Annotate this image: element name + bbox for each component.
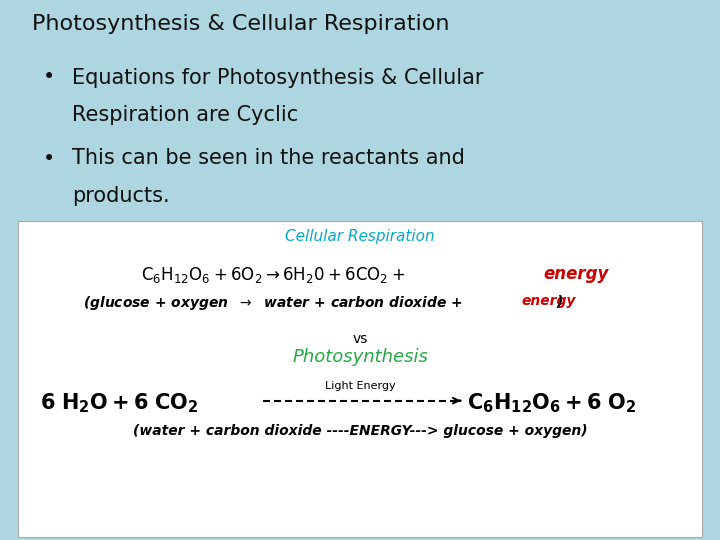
Text: •: • [43, 148, 55, 168]
Text: $\mathregular{6\ H_2O + 6\ CO_2}$: $\mathregular{6\ H_2O + 6\ CO_2}$ [40, 392, 198, 415]
Text: ): ) [557, 294, 563, 308]
Text: •: • [43, 68, 55, 87]
Text: This can be seen in the reactants and: This can be seen in the reactants and [72, 148, 465, 168]
Text: $\mathregular{C_6H_{12}O_6 + 6O_2 \rightarrow 6H_20 + 6CO_2 +}$: $\mathregular{C_6H_{12}O_6 + 6O_2 \right… [141, 265, 406, 285]
FancyBboxPatch shape [18, 221, 702, 537]
Text: Respiration are Cyclic: Respiration are Cyclic [72, 105, 298, 125]
Text: Cellular Respiration: Cellular Respiration [285, 230, 435, 245]
Text: Equations for Photosynthesis & Cellular: Equations for Photosynthesis & Cellular [72, 68, 484, 87]
Text: Photosynthesis: Photosynthesis [292, 348, 428, 366]
Text: products.: products. [72, 186, 170, 206]
Text: Light Energy: Light Energy [325, 381, 395, 391]
Text: (glucose + oxygen  $\rightarrow$  water + carbon dioxide +: (glucose + oxygen $\rightarrow$ water + … [83, 294, 464, 312]
Text: energy: energy [521, 294, 576, 308]
Text: Photosynthesis & Cellular Respiration: Photosynthesis & Cellular Respiration [32, 14, 450, 33]
Text: energy: energy [544, 265, 609, 282]
Text: (water + carbon dioxide ----ENERGY---> glucose + oxygen): (water + carbon dioxide ----ENERGY---> g… [132, 424, 588, 438]
Text: $\mathregular{C_6H_{12}O_6 + 6\ O_2}$: $\mathregular{C_6H_{12}O_6 + 6\ O_2}$ [467, 392, 636, 415]
Text: vs: vs [352, 332, 368, 346]
